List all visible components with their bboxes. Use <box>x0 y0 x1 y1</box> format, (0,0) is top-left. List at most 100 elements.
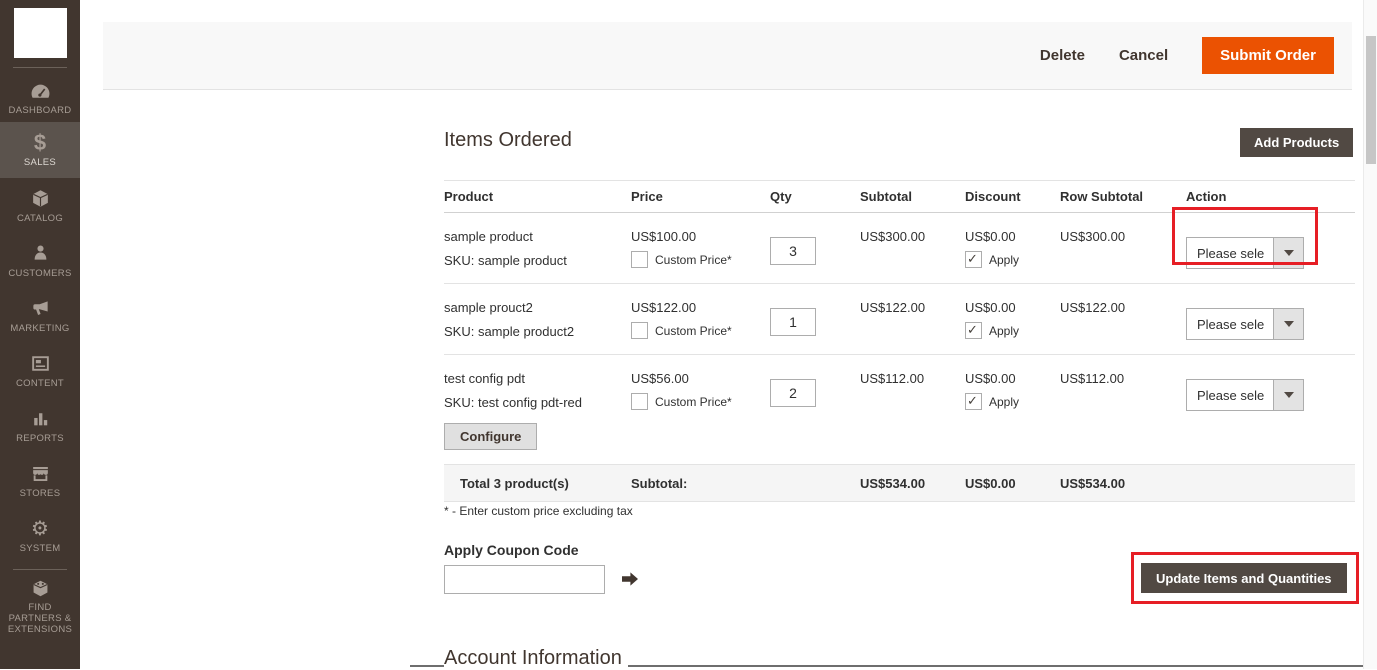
apply-label: Apply <box>989 252 1020 267</box>
product-name: test config pdt <box>444 371 525 386</box>
action-select-value: Please sele <box>1197 245 1265 261</box>
custom-price-checkbox[interactable] <box>631 393 648 410</box>
table-row: sample product SKU: sample product US$10… <box>444 213 1355 284</box>
sidebar-divider <box>13 569 67 570</box>
apply-discount-checkbox[interactable] <box>965 251 982 268</box>
custom-price-checkbox[interactable] <box>631 251 648 268</box>
marketing-icon <box>30 298 51 320</box>
sidebar-item-label: MARKETING <box>10 322 70 334</box>
apply-coupon-heading: Apply Coupon Code <box>444 542 579 558</box>
update-items-button[interactable]: Update Items and Quantities <box>1141 563 1347 593</box>
custom-price-footnote: * - Enter custom price excluding tax <box>444 504 633 518</box>
column-header-discount: Discount <box>965 189 1021 204</box>
scrollbar-thumb[interactable] <box>1366 36 1376 164</box>
account-information-title: Account Information <box>444 647 628 670</box>
product-price: US$56.00 <box>631 371 689 386</box>
column-header-product: Product <box>444 189 494 204</box>
totals-subtotal-label: Subtotal: <box>631 475 688 491</box>
row-subtotal-value: US$300.00 <box>860 229 926 244</box>
dashboard-icon <box>30 80 51 102</box>
column-header-row-subtotal: Row Subtotal <box>1060 189 1144 204</box>
sidebar-item-label: DASHBOARD <box>8 105 72 116</box>
product-price: US$100.00 <box>631 229 697 244</box>
totals-label: Total 3 product(s) <box>460 475 569 491</box>
action-select-value: Please sele <box>1197 316 1265 332</box>
configure-button[interactable]: Configure <box>444 423 538 450</box>
sidebar-item-label: CATALOG <box>16 212 64 224</box>
gear-icon: ⚙ <box>31 517 49 540</box>
sidebar-item-system[interactable]: ⚙ SYSTEM <box>0 508 80 563</box>
cancel-button[interactable]: Cancel <box>1118 47 1169 64</box>
items-ordered-table: Product Price Qty Subtotal Discount Row … <box>444 180 1355 502</box>
product-price: US$122.00 <box>631 300 697 315</box>
table-row: test config pdt SKU: test config pdt-red… <box>444 355 1355 465</box>
custom-price-label: Custom Price* <box>655 252 732 267</box>
sidebar-item-stores[interactable]: STORES <box>0 453 80 508</box>
custom-price-checkbox[interactable] <box>631 322 648 339</box>
page-action-bar: Delete Cancel Submit Order <box>103 22 1352 90</box>
row-subtotal-value: US$112.00 <box>860 371 925 386</box>
apply-label: Apply <box>989 323 1020 338</box>
reports-icon <box>30 408 51 430</box>
admin-sidebar: DASHBOARD $ SALES CATALOG CUSTOMERS MARK… <box>0 0 80 669</box>
section-divider <box>410 665 1365 667</box>
totals-row: Total 3 product(s) Subtotal: US$534.00 U… <box>444 465 1355 502</box>
scrollbar[interactable] <box>1363 0 1377 669</box>
chevron-down-icon[interactable] <box>1273 309 1303 339</box>
row-total-value: US$122.00 <box>1060 300 1126 315</box>
column-header-action: Action <box>1186 189 1227 204</box>
sidebar-item-label: CONTENT <box>15 377 64 389</box>
table-header-row: Product Price Qty Subtotal Discount Row … <box>444 180 1355 213</box>
totals-subtotal-value: US$534.00 <box>860 475 926 491</box>
row-subtotal-value: US$122.00 <box>860 300 926 315</box>
action-select[interactable]: Please sele <box>1186 237 1304 269</box>
sidebar-item-find-partners[interactable]: FIND PARTNERS & EXTENSIONS <box>0 574 80 638</box>
items-ordered-title: Items Ordered <box>444 129 572 151</box>
arrow-right-icon <box>621 572 639 590</box>
column-header-qty: Qty <box>770 189 792 204</box>
action-select[interactable]: Please sele <box>1186 308 1304 340</box>
action-select[interactable]: Please sele <box>1186 379 1304 411</box>
stores-icon <box>30 463 51 485</box>
customers-icon <box>30 243 51 265</box>
sidebar-item-content[interactable]: CONTENT <box>0 343 80 398</box>
chevron-down-icon[interactable] <box>1273 380 1303 410</box>
delete-button[interactable]: Delete <box>1039 47 1085 64</box>
apply-label: Apply <box>989 394 1020 409</box>
add-products-button[interactable]: Add Products <box>1240 128 1354 157</box>
totals-discount-value: US$0.00 <box>965 475 1016 491</box>
column-header-subtotal: Subtotal <box>860 189 912 204</box>
qty-input[interactable] <box>770 308 816 336</box>
coupon-code-input[interactable] <box>444 565 605 594</box>
sidebar-item-catalog[interactable]: CATALOG <box>0 178 80 233</box>
sidebar-item-label: REPORTS <box>16 432 64 444</box>
sidebar-item-label: CUSTOMERS <box>8 267 72 279</box>
magento-logo[interactable] <box>14 8 67 58</box>
product-sku: SKU: test config pdt-red <box>444 395 583 410</box>
totals-row-subtotal-value: US$534.00 <box>1060 475 1126 491</box>
column-header-price: Price <box>631 189 663 204</box>
table-row: sample prouct2 SKU: sample product2 US$1… <box>444 284 1355 355</box>
chevron-down-icon[interactable] <box>1273 238 1303 268</box>
action-select-value: Please sele <box>1197 387 1265 403</box>
sidebar-item-reports[interactable]: REPORTS <box>0 398 80 453</box>
sidebar-item-sales[interactable]: $ SALES <box>0 122 80 178</box>
sidebar-item-label: STORES <box>19 487 61 499</box>
row-total-value: US$112.00 <box>1060 371 1125 386</box>
apply-discount-checkbox[interactable] <box>965 322 982 339</box>
sidebar-item-label: SYSTEM <box>19 542 61 554</box>
custom-price-label: Custom Price* <box>655 394 732 409</box>
sidebar-item-label: FIND PARTNERS & EXTENSIONS <box>7 602 73 635</box>
sidebar-item-customers[interactable]: CUSTOMERS <box>0 233 80 288</box>
qty-input[interactable] <box>770 237 816 265</box>
sidebar-item-marketing[interactable]: MARKETING <box>0 288 80 343</box>
qty-input[interactable] <box>770 379 816 407</box>
discount-value: US$0.00 <box>965 371 1016 386</box>
catalog-icon <box>30 188 51 210</box>
submit-order-button[interactable]: Submit Order <box>1202 37 1334 74</box>
sidebar-item-dashboard[interactable]: DASHBOARD <box>0 74 80 122</box>
product-name: sample product <box>444 229 533 244</box>
product-name: sample prouct2 <box>444 300 533 315</box>
apply-discount-checkbox[interactable] <box>965 393 982 410</box>
apply-coupon-arrow-button[interactable] <box>620 571 640 589</box>
